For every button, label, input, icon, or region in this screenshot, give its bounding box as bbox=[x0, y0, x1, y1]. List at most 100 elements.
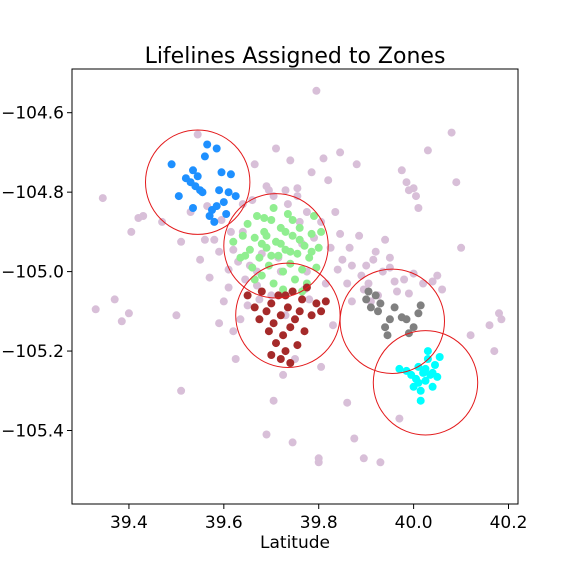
data-point-series-0-8 bbox=[158, 218, 166, 226]
data-point-series-0-107 bbox=[438, 286, 446, 294]
data-point-series-0-115 bbox=[497, 315, 505, 323]
data-point-series-0-102 bbox=[414, 204, 422, 212]
data-point-series-0-98 bbox=[405, 290, 413, 298]
data-point-series-0-71 bbox=[334, 266, 342, 274]
data-point-series-3-5 bbox=[265, 327, 273, 335]
data-point-series-2-8 bbox=[255, 254, 263, 262]
data-point-series-0-50 bbox=[286, 156, 294, 164]
data-point-series-0-103 bbox=[419, 280, 427, 288]
y-tick-label: −105.2 bbox=[1, 342, 64, 362]
data-point-series-0-66 bbox=[322, 280, 330, 288]
data-point-series-0-122 bbox=[303, 208, 311, 216]
data-point-series-2-42 bbox=[308, 248, 316, 256]
data-point-series-0-92 bbox=[391, 278, 399, 286]
x-tick-label: 39.6 bbox=[205, 513, 243, 533]
data-point-series-4-13 bbox=[414, 309, 422, 317]
data-point-series-1-15 bbox=[215, 186, 223, 194]
data-point-series-5-18 bbox=[422, 365, 430, 373]
data-point-series-4-5 bbox=[381, 323, 389, 331]
data-point-series-5-12 bbox=[431, 361, 439, 369]
data-point-series-0-95 bbox=[398, 166, 406, 174]
data-point-series-0-51 bbox=[289, 438, 297, 446]
data-point-series-2-38 bbox=[270, 204, 278, 212]
data-point-series-5-19 bbox=[414, 379, 422, 387]
data-point-series-0-2 bbox=[111, 295, 119, 303]
data-point-series-0-69 bbox=[329, 321, 337, 329]
data-point-series-0-59 bbox=[308, 168, 316, 176]
data-point-series-4-15 bbox=[365, 288, 373, 296]
data-point-series-3-14 bbox=[286, 323, 294, 331]
data-point-series-0-9 bbox=[172, 311, 180, 319]
data-point-series-1-6 bbox=[194, 172, 202, 180]
data-point-series-0-96 bbox=[400, 276, 408, 284]
data-point-series-1-18 bbox=[222, 210, 230, 218]
data-point-series-2-40 bbox=[289, 216, 297, 224]
data-point-series-0-34 bbox=[251, 160, 259, 168]
data-point-series-0-7 bbox=[139, 212, 147, 220]
data-point-series-0-125 bbox=[348, 262, 356, 270]
data-point-series-3-26 bbox=[267, 351, 275, 359]
plot-area bbox=[92, 87, 506, 467]
data-point-series-0-25 bbox=[229, 327, 237, 335]
data-point-series-3-16 bbox=[291, 315, 299, 323]
data-point-series-3-11 bbox=[279, 331, 287, 339]
data-point-series-0-128 bbox=[386, 254, 394, 262]
data-point-series-0-11 bbox=[177, 238, 185, 246]
data-point-series-4-10 bbox=[403, 315, 411, 323]
data-point-series-0-3 bbox=[118, 317, 126, 325]
data-point-series-3-22 bbox=[308, 311, 316, 319]
data-point-series-0-90 bbox=[381, 236, 389, 244]
data-point-series-0-43 bbox=[272, 145, 280, 153]
data-point-series-3-25 bbox=[322, 297, 330, 305]
data-point-series-0-21 bbox=[220, 297, 228, 305]
data-point-series-4-8 bbox=[391, 303, 399, 311]
data-point-series-0-109 bbox=[452, 178, 460, 186]
data-point-series-0-63 bbox=[315, 458, 323, 466]
data-point-series-5-17 bbox=[429, 369, 437, 377]
data-point-series-2-36 bbox=[251, 276, 259, 284]
data-point-series-0-28 bbox=[236, 315, 244, 323]
data-point-series-0-5 bbox=[127, 228, 135, 236]
data-point-series-0-97 bbox=[403, 178, 411, 186]
data-point-series-4-0 bbox=[362, 295, 370, 303]
x-tick-label: 39.4 bbox=[110, 513, 148, 533]
data-point-series-2-35 bbox=[241, 252, 249, 260]
data-point-series-5-14 bbox=[436, 353, 444, 361]
data-point-series-0-1 bbox=[99, 194, 107, 202]
data-point-series-2-44 bbox=[277, 240, 285, 248]
data-point-series-0-79 bbox=[353, 160, 361, 168]
y-axis: −104.6−104.8−105.0−105.2−105.4 bbox=[1, 104, 72, 442]
data-point-series-0-88 bbox=[376, 458, 384, 466]
data-point-series-2-7 bbox=[253, 212, 261, 220]
data-point-series-0-70 bbox=[331, 208, 339, 216]
data-point-series-3-7 bbox=[270, 319, 278, 327]
data-point-series-2-6 bbox=[251, 234, 259, 242]
data-point-series-0-49 bbox=[284, 200, 292, 208]
data-point-series-2-34 bbox=[317, 228, 325, 236]
x-axis: 39.4 39.6 39.8 40.0 40.2 bbox=[110, 504, 527, 533]
data-point-series-0-78 bbox=[350, 435, 358, 443]
data-point-series-0-112 bbox=[486, 321, 494, 329]
data-point-series-1-13 bbox=[210, 218, 218, 226]
data-point-series-3-10 bbox=[277, 311, 285, 319]
data-point-series-0-46 bbox=[279, 371, 287, 379]
data-point-series-2-43 bbox=[267, 252, 275, 260]
data-point-series-0-73 bbox=[338, 256, 346, 264]
data-point-series-0-91 bbox=[386, 264, 394, 272]
data-point-series-5-11 bbox=[429, 383, 437, 391]
data-point-series-2-49 bbox=[282, 228, 290, 236]
data-point-series-1-22 bbox=[213, 145, 221, 153]
chart-title: Lifelines Assigned to Zones bbox=[145, 44, 446, 69]
data-point-series-2-30 bbox=[308, 230, 316, 238]
y-tick-label: −105.4 bbox=[1, 422, 64, 442]
data-point-series-2-14 bbox=[270, 280, 278, 288]
data-point-series-0-42 bbox=[270, 397, 278, 405]
y-tick-label: −104.6 bbox=[1, 104, 64, 124]
data-point-series-0-22 bbox=[225, 284, 233, 292]
data-point-series-0-111 bbox=[467, 331, 475, 339]
data-point-series-0-58 bbox=[305, 295, 313, 303]
data-point-series-2-46 bbox=[258, 240, 266, 248]
data-point-series-0-65 bbox=[320, 154, 328, 162]
data-point-series-0-31 bbox=[244, 301, 252, 309]
